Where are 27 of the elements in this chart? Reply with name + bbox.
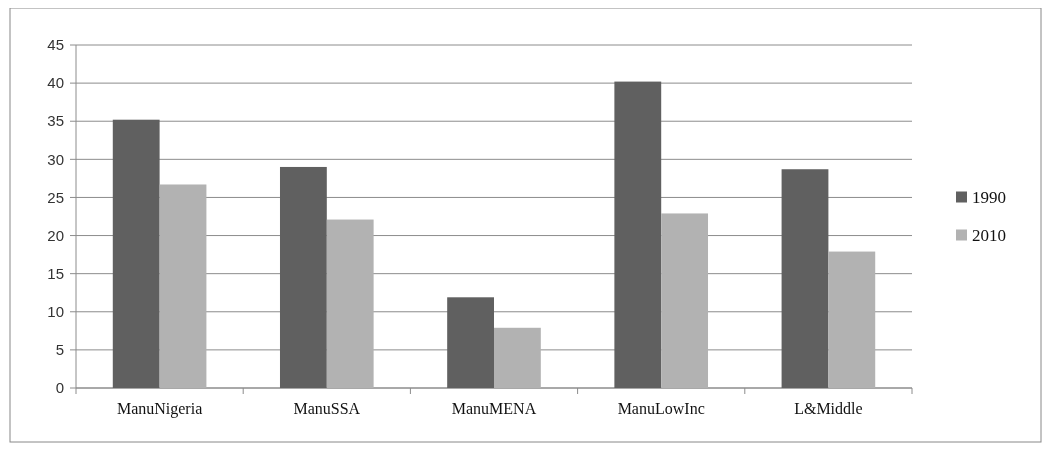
y-tick-label: 35 [47,112,64,130]
y-tick-label: 15 [47,264,64,282]
x-tick-label: L&Middle [794,400,863,417]
y-tick-label: 40 [47,74,64,92]
y-tick-label: 5 [55,341,64,359]
y-tick-label: 25 [47,188,64,206]
y-tick-label: 45 [47,36,64,54]
x-tick-label: ManuLowInc [617,400,705,417]
legend-label: 1990 [972,188,1006,208]
bar [614,81,662,388]
x-tick-label: ManuSSA [293,400,361,417]
bar [279,166,327,388]
legend-label: 2010 [972,226,1006,246]
bar [447,297,494,388]
y-tick-label: 0 [55,379,64,397]
bar [159,184,207,388]
x-tick-label: ManuNigeria [116,400,203,418]
x-tick-label: ManuMENA [451,400,537,417]
y-tick-label: 10 [47,303,64,321]
bar [661,213,709,388]
bar [828,251,876,388]
bar [781,169,829,388]
bar [326,219,374,388]
y-tick-label: 20 [47,226,64,244]
y-tick-label: 30 [47,150,64,168]
bar [494,327,541,388]
bar [112,119,160,388]
